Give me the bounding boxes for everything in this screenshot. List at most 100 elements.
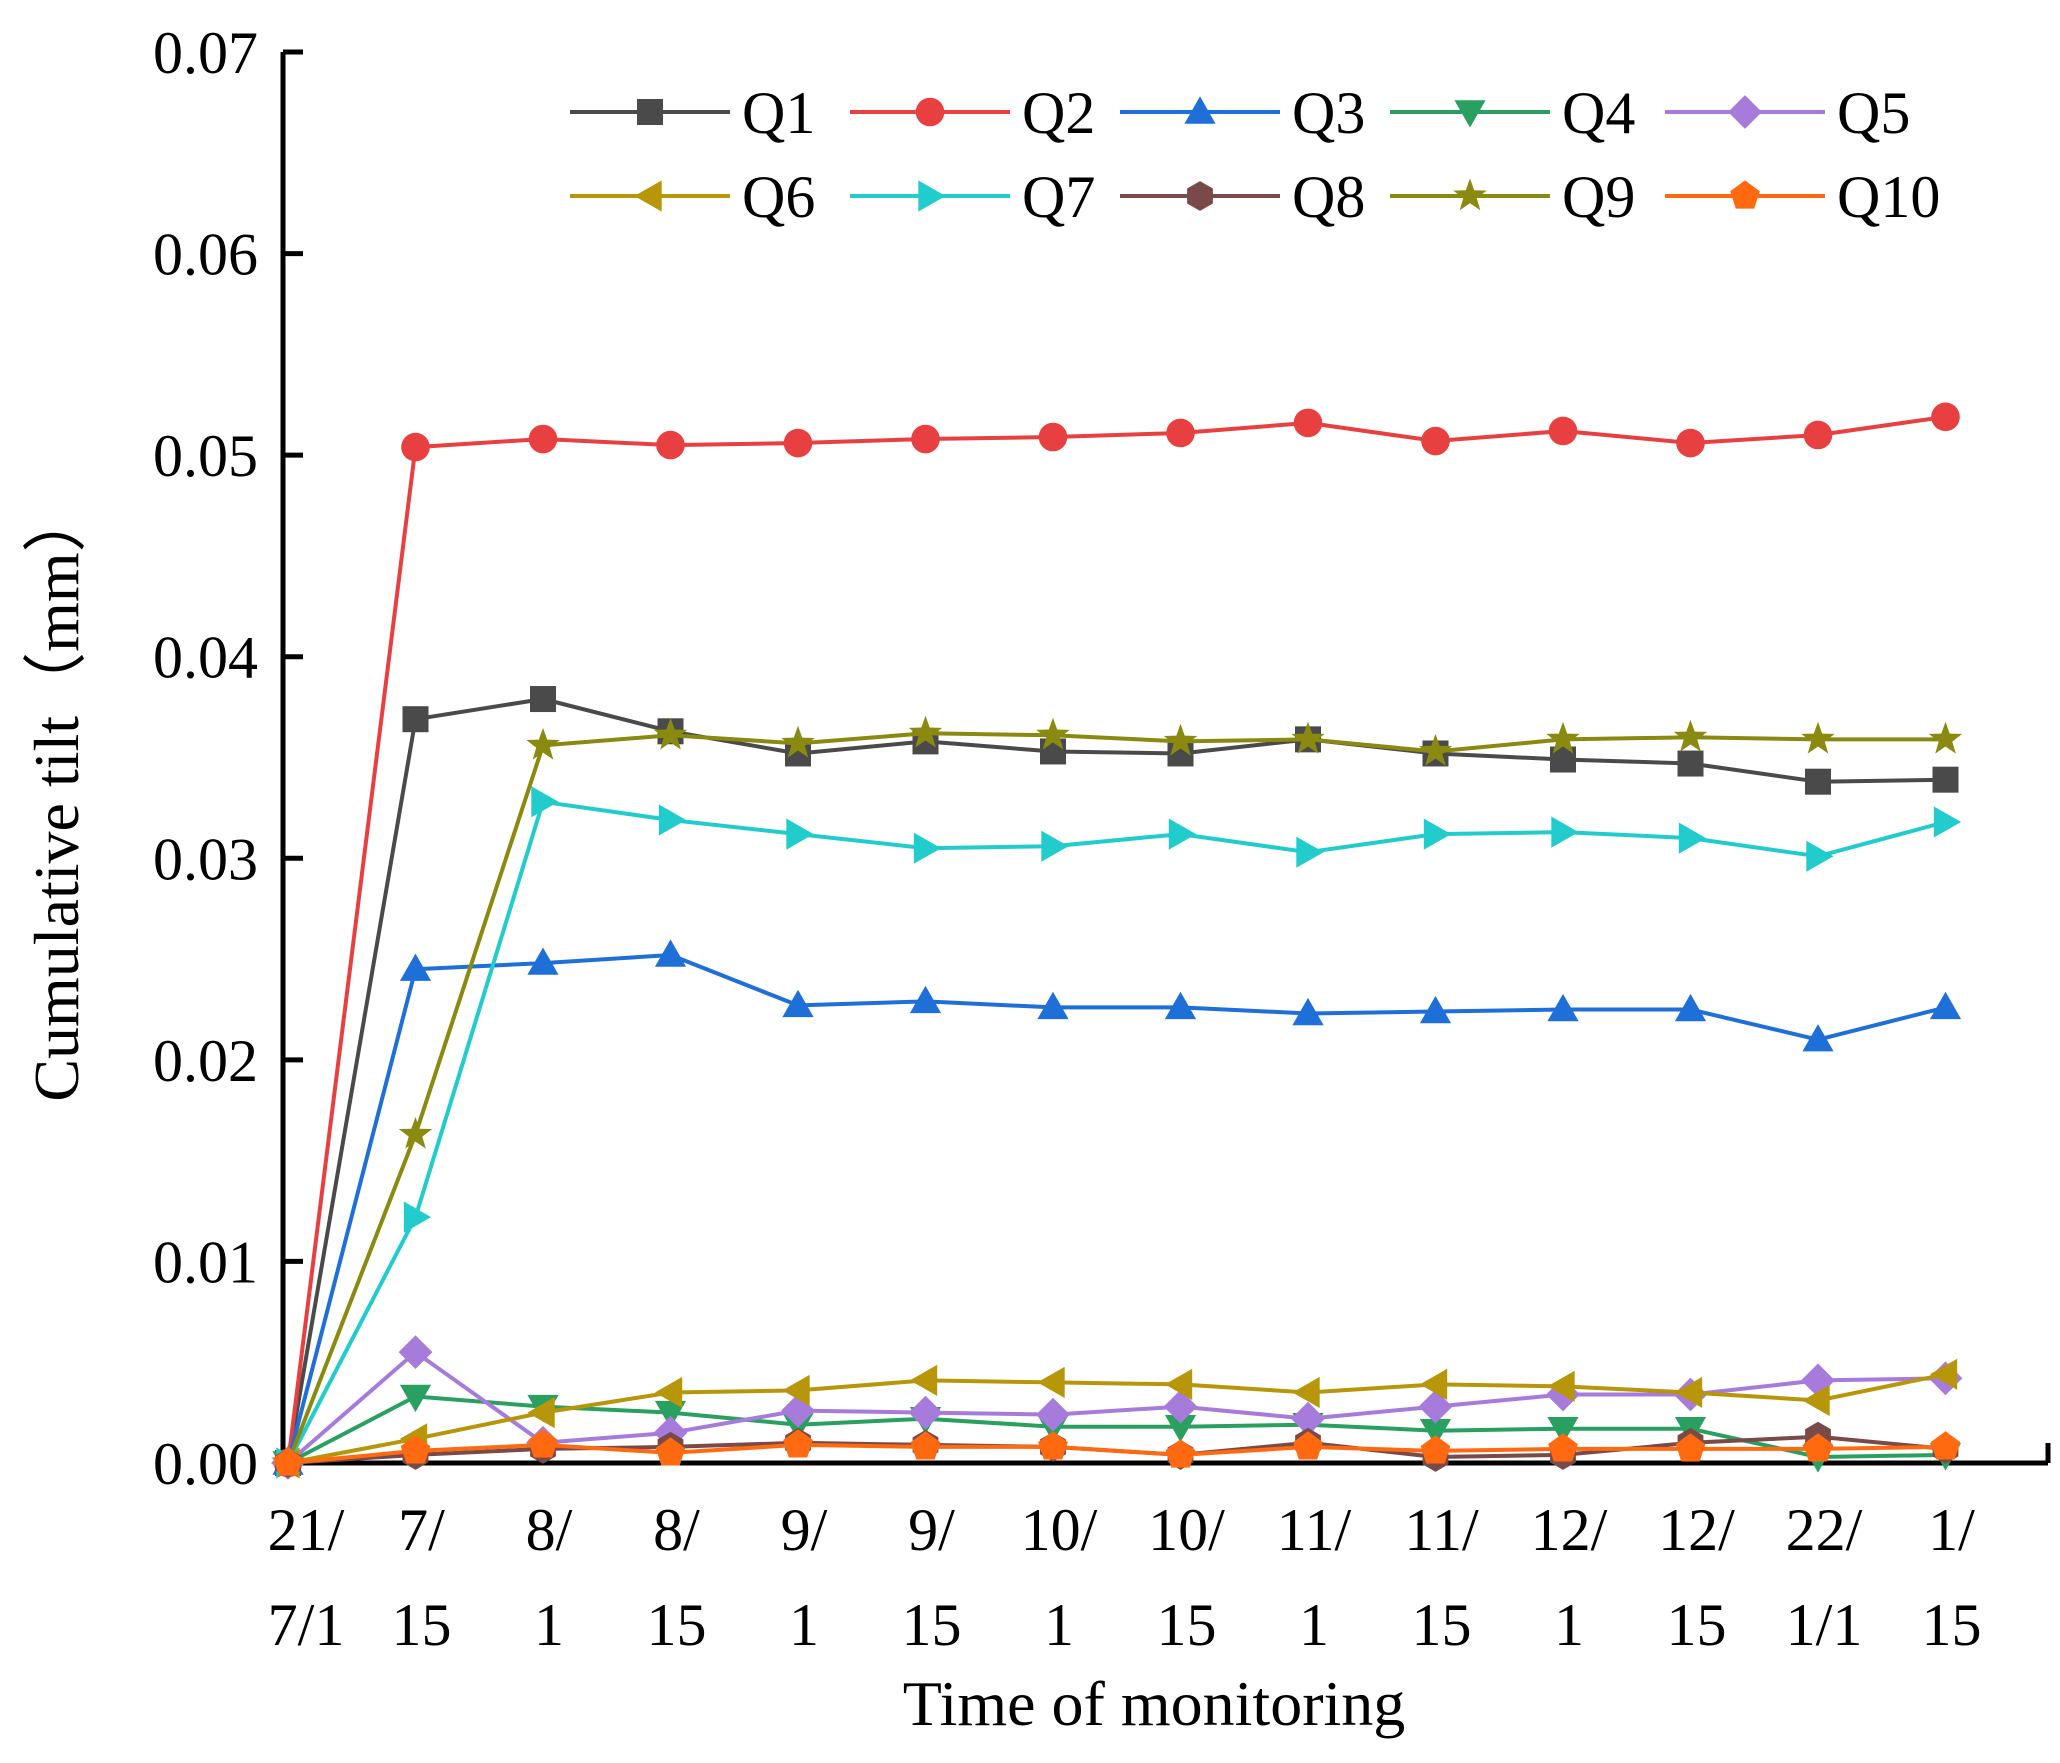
data-point	[1928, 721, 1963, 754]
axes: 0.00 0.01 0.02 0.03 0.04 0.05 0.06 0.07 21/7/1 7/…	[153, 20, 2051, 1658]
series-line	[286, 1350, 1946, 1465]
legend-marker	[1453, 178, 1487, 211]
data-point	[1931, 402, 1960, 432]
data-point	[658, 804, 687, 836]
data-point	[1547, 993, 1579, 1022]
legend-marker	[637, 99, 663, 125]
x-tick-label: 1/1	[1786, 1592, 1863, 1658]
legend-label: Q8	[1292, 164, 1365, 230]
data-point	[654, 1400, 687, 1429]
x-tick-label: 1/	[1928, 1497, 1975, 1563]
data-point	[1423, 818, 1452, 850]
y-tick-label: 0.03	[153, 826, 258, 892]
x-tick-label: 15	[1412, 1592, 1472, 1658]
data-point	[1296, 836, 1324, 868]
legend-label: Q4	[1562, 80, 1635, 146]
series-q7	[276, 786, 1962, 1479]
data-point	[399, 1384, 432, 1413]
data-point	[528, 1429, 558, 1458]
series-q1	[275, 686, 1959, 1476]
legend-item-q8: Q8	[1120, 164, 1365, 230]
data-point	[1419, 1368, 1448, 1400]
x-tick-label: 12/	[1531, 1497, 1608, 1563]
legend-marker	[1184, 96, 1216, 124]
data-point	[908, 715, 943, 748]
data-point	[909, 985, 942, 1014]
x-tick-label: 1	[1554, 1592, 1584, 1658]
legend-label: Q7	[1022, 164, 1095, 230]
data-point	[527, 947, 559, 975]
x-tick-label: 15	[1667, 1592, 1727, 1658]
legend-marker	[915, 97, 945, 127]
x-tick-label: 7/1	[268, 1592, 345, 1658]
legend-marker	[1454, 100, 1486, 128]
x-tick-label: 10/	[1148, 1497, 1225, 1563]
data-point	[1803, 420, 1833, 450]
data-point	[908, 1395, 943, 1430]
series-q10	[273, 1429, 1961, 1476]
data-point	[654, 939, 687, 967]
data-point	[1933, 806, 1962, 838]
x-axis-title: Time of monitoring	[903, 1668, 1406, 1739]
y-tick-label: 0.04	[153, 625, 258, 691]
y-tick-label: 0.02	[153, 1028, 258, 1094]
data-point	[909, 1364, 938, 1396]
data-point	[530, 686, 556, 713]
data-point	[1037, 1366, 1065, 1398]
x-tick-label: 15	[647, 1592, 707, 1658]
data-point	[783, 428, 813, 458]
x-tick-label: 11/	[1277, 1497, 1352, 1563]
series-q5	[271, 1335, 1963, 1480]
data-point	[403, 1201, 432, 1233]
series-line	[286, 697, 1946, 1464]
data-point	[1547, 1370, 1575, 1402]
data-point	[1551, 816, 1579, 848]
data-point	[656, 430, 685, 460]
data-point	[782, 989, 814, 1018]
legend-label: Q9	[1562, 164, 1635, 230]
data-point	[1291, 721, 1325, 754]
data-point	[273, 1447, 303, 1476]
data-point	[1674, 1376, 1703, 1408]
y-tick-label: 0.05	[153, 423, 258, 489]
legend-item-q6: Q6	[570, 164, 815, 230]
legend-item-q3: Q3	[1120, 80, 1365, 146]
data-point	[1293, 408, 1323, 438]
data-point	[1291, 1401, 1325, 1436]
legend-marker	[1187, 181, 1213, 211]
data-point	[1932, 766, 1959, 793]
data-point	[1168, 818, 1197, 850]
data-point	[1163, 1389, 1198, 1424]
legend-marker	[1730, 180, 1760, 209]
data-point	[1163, 723, 1198, 756]
legend-label: Q1	[742, 80, 815, 146]
series-q3	[272, 939, 1962, 1475]
data-point	[783, 1429, 813, 1458]
data-point	[1292, 997, 1324, 1026]
x-tick-label: 1	[789, 1592, 819, 1658]
legend-item-q10: Q10	[1665, 164, 1940, 230]
data-point	[401, 432, 430, 462]
data-point	[782, 1374, 810, 1406]
data-point	[402, 706, 429, 733]
data-point	[1037, 991, 1069, 1020]
legend-marker	[634, 180, 662, 212]
data-point	[1166, 418, 1195, 448]
x-tick-label: 8/	[526, 1497, 573, 1563]
x-tick-label: 7/	[398, 1497, 445, 1563]
data-series	[271, 402, 1963, 1480]
x-tick-label: 11/	[1404, 1497, 1479, 1563]
data-point	[654, 1376, 683, 1408]
data-point	[1038, 1431, 1068, 1460]
x-tick-label: 9/	[781, 1497, 828, 1563]
data-point	[1676, 428, 1705, 458]
data-point	[1930, 1431, 1961, 1460]
data-point	[1421, 426, 1450, 456]
data-point	[1548, 416, 1578, 446]
x-tick-label: 12/	[1658, 1497, 1735, 1563]
data-point	[1806, 840, 1834, 872]
data-point	[1420, 1435, 1451, 1464]
data-point	[1036, 1397, 1070, 1432]
y-tick-label: 0.00	[153, 1431, 258, 1497]
data-point	[1929, 1358, 1958, 1390]
